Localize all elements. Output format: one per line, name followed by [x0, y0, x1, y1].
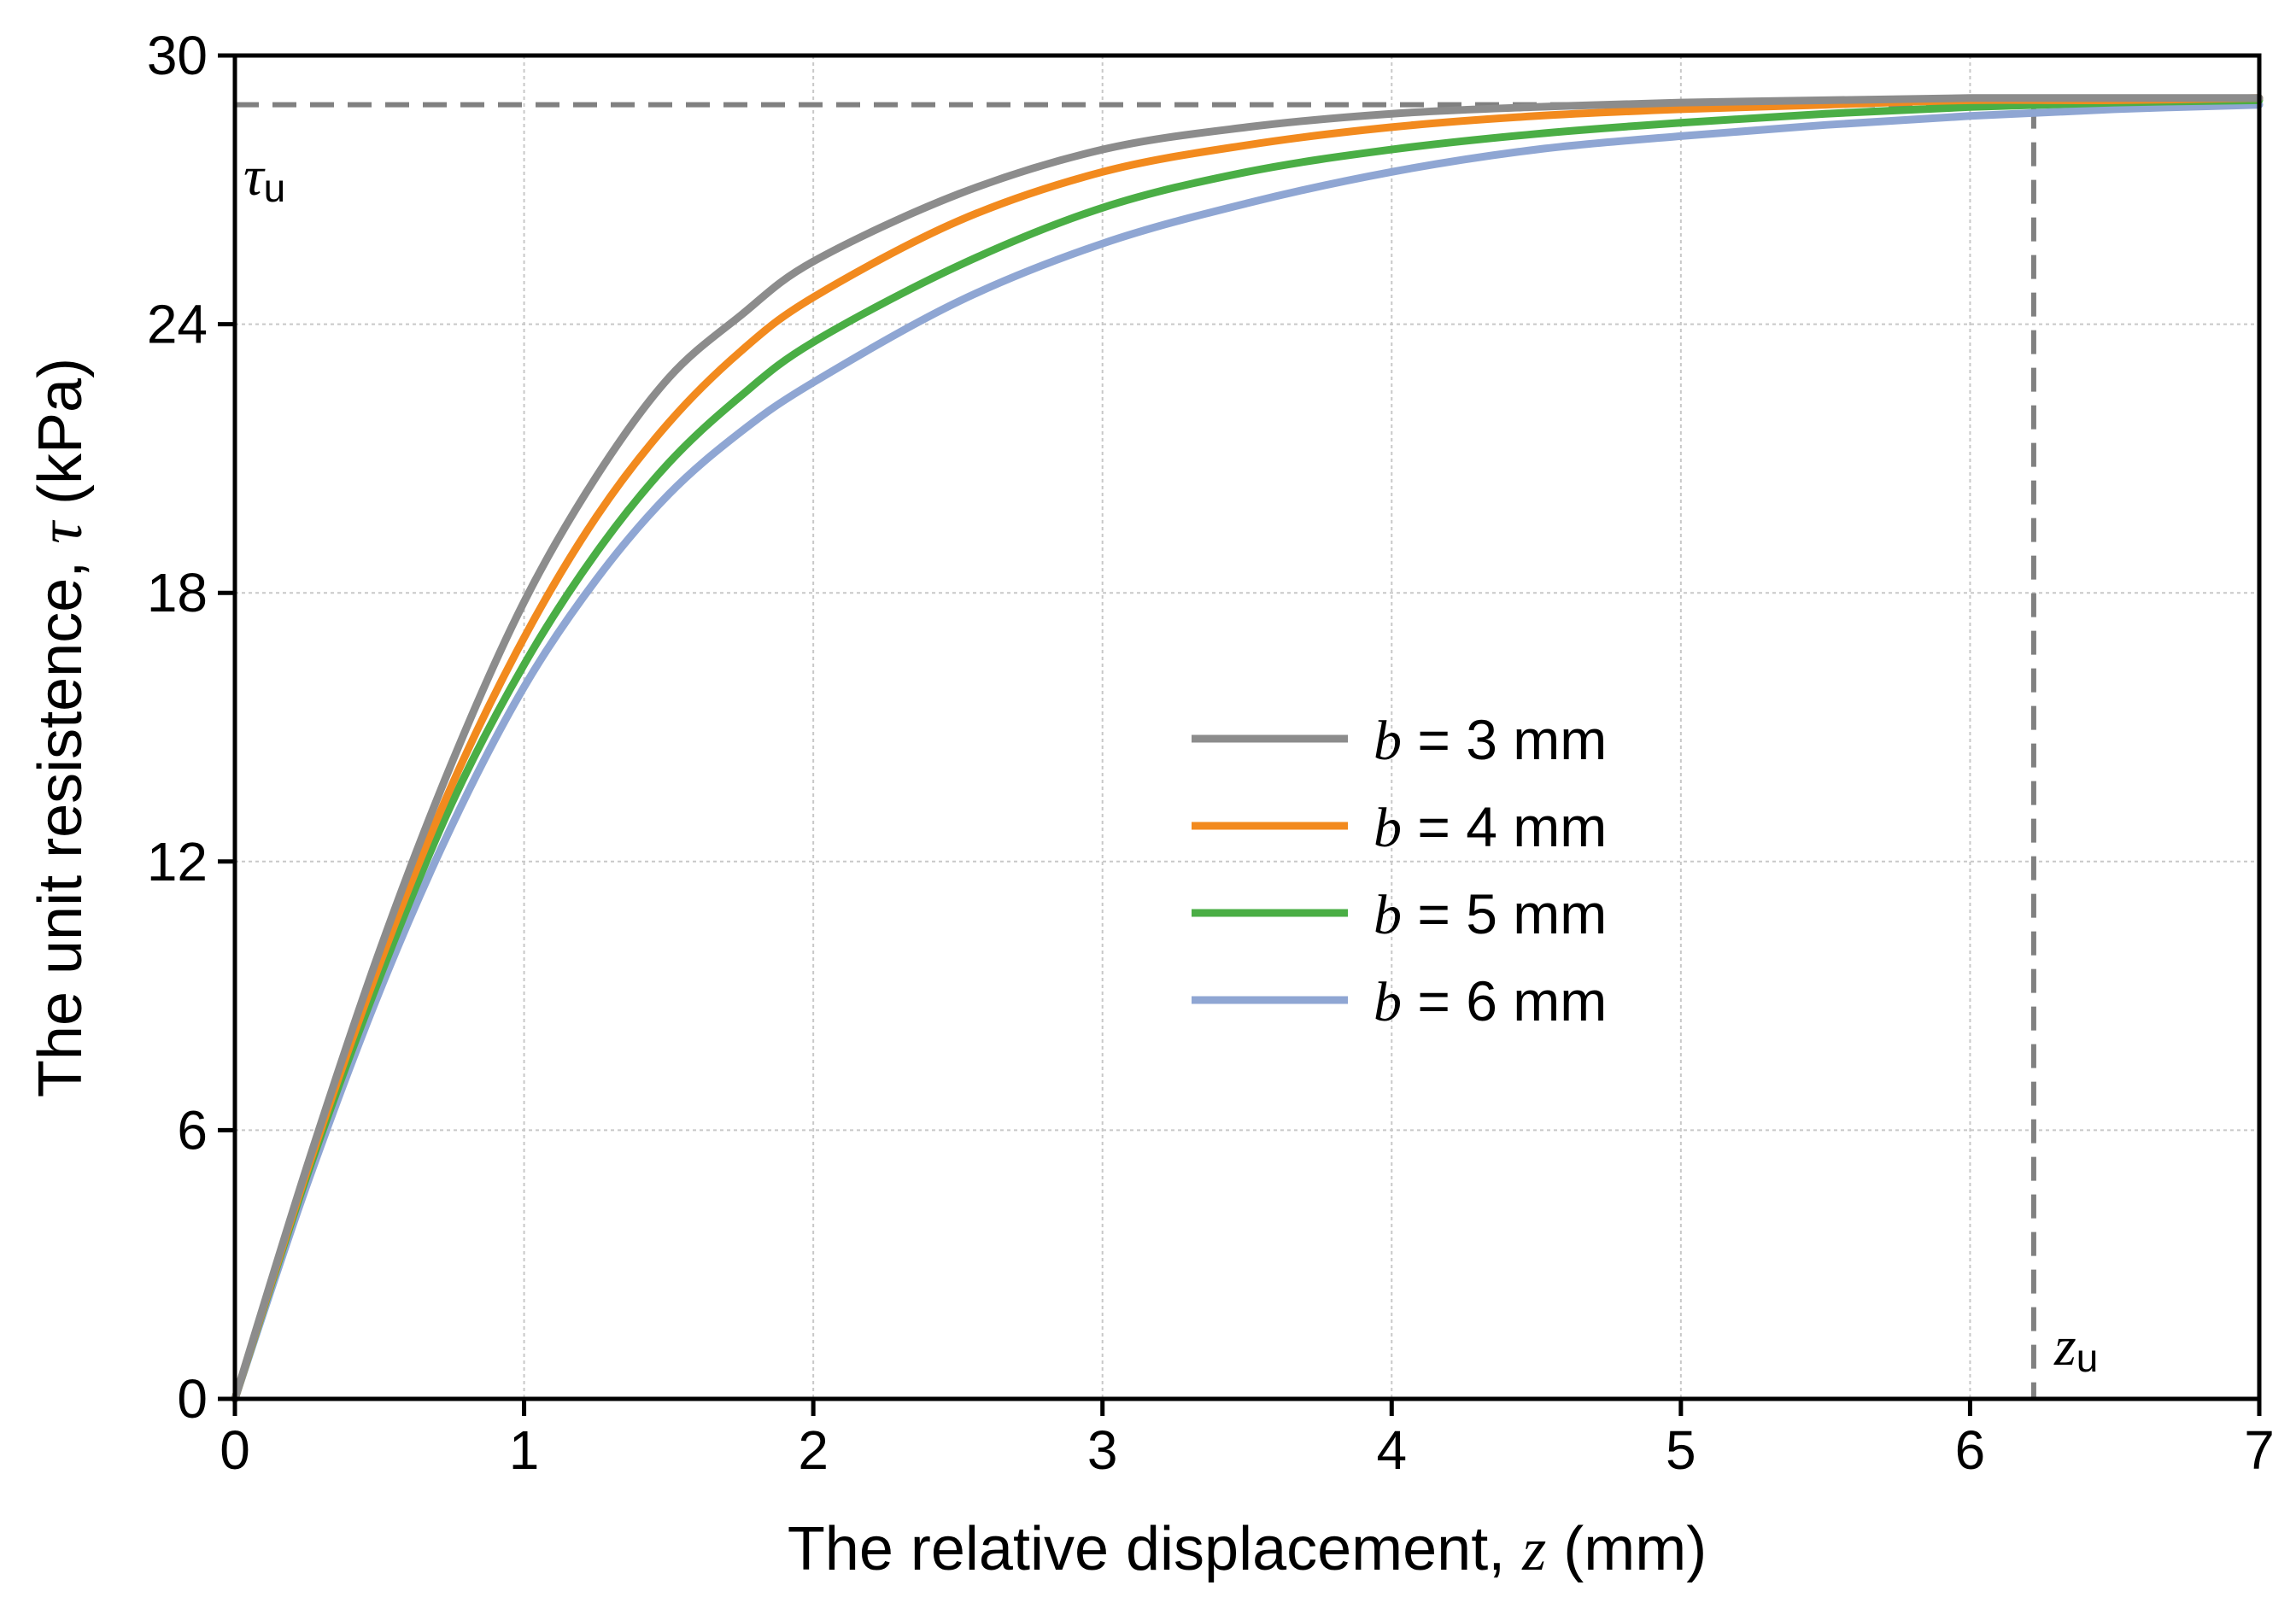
x-tick-label: 1: [509, 1419, 540, 1481]
x-axis-title: The relative displacement, z (mm): [788, 1515, 1707, 1583]
x-tick-label: 5: [1666, 1419, 1696, 1481]
y-tick-label: 0: [177, 1368, 208, 1430]
tau-u-label: τu: [243, 145, 285, 210]
x-tick-label: 0: [220, 1419, 250, 1481]
y-tick-label: 24: [147, 294, 208, 355]
plot-frame: [232, 53, 2262, 1401]
z-u-label: zu: [2053, 1315, 2098, 1380]
y-tick-label: 18: [147, 562, 208, 623]
annotation-lines: [235, 102, 2036, 1399]
legend: b = 3 mm b = 4 mm b = 5 mm b = 6 mm: [1192, 708, 1607, 1033]
x-tick-label: 2: [798, 1419, 829, 1481]
series-line: [231, 96, 2264, 1403]
legend-label: b = 6 mm: [1374, 969, 1607, 1033]
y-axis-title: The unit resistence, τ (kPa): [26, 358, 95, 1097]
grid: [235, 56, 2259, 1399]
series-lines: [231, 94, 2264, 1403]
y-tick-label: 12: [147, 831, 208, 892]
legend-label: b = 5 mm: [1374, 882, 1607, 946]
x-tick-label: 4: [1376, 1419, 1407, 1481]
x-tick-label: 7: [2244, 1419, 2275, 1481]
series-line: [231, 94, 2264, 1403]
x-tick-label: 3: [1087, 1419, 1118, 1481]
legend-label: b = 3 mm: [1374, 708, 1607, 772]
series-line: [231, 101, 2264, 1403]
y-tick-label: 30: [147, 25, 208, 86]
series-line: [231, 94, 2264, 1403]
legend-label: b = 4 mm: [1374, 795, 1607, 859]
x-tick-label: 6: [1955, 1419, 1986, 1481]
y-tick-label: 6: [177, 1099, 208, 1161]
